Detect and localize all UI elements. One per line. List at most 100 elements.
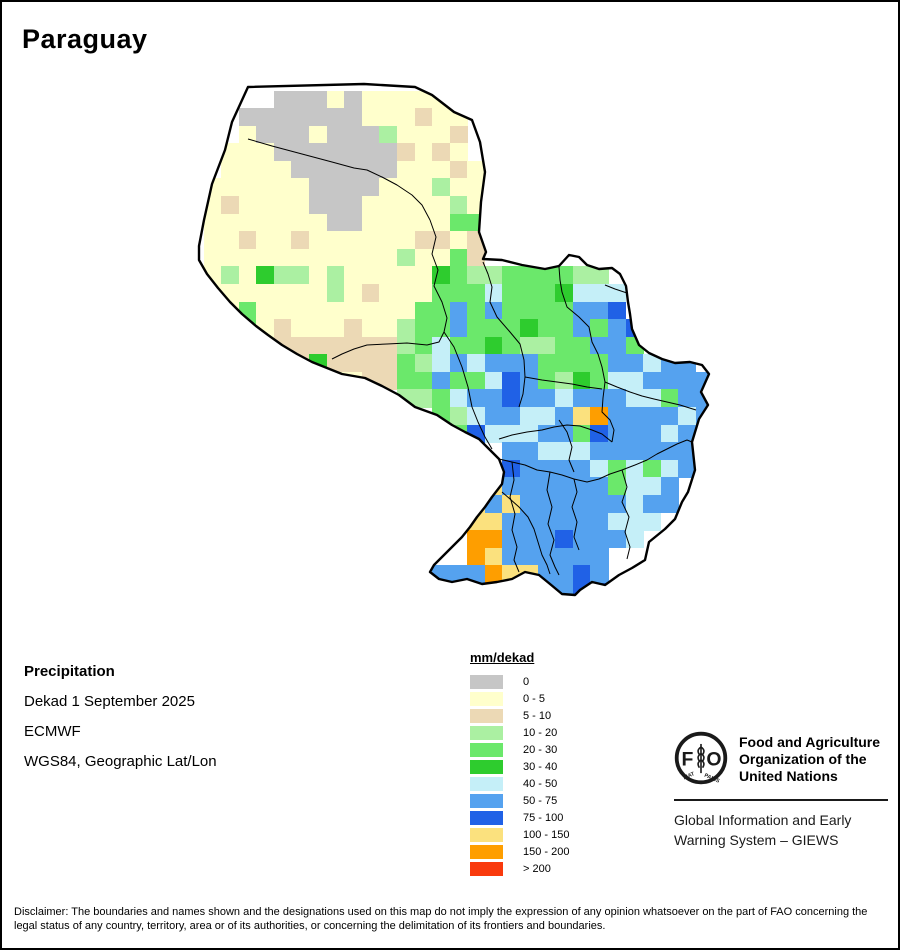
map-cell [625, 371, 644, 391]
map-cell [379, 371, 398, 391]
map-cell [590, 565, 609, 584]
map-cell [396, 213, 416, 232]
map-cell [590, 530, 609, 549]
map-cell [625, 512, 644, 531]
map-cell [238, 178, 257, 197]
map-cell [467, 319, 486, 338]
map-cell [273, 266, 293, 285]
legend-swatch [470, 674, 503, 689]
map-cell [607, 354, 627, 373]
map-cell [309, 196, 328, 215]
legend-row: > 200 [470, 860, 569, 877]
map-cell [361, 125, 380, 144]
map-cell [572, 459, 591, 478]
map-cell [449, 389, 468, 408]
fao-logo-fiat: FIAT [683, 771, 697, 781]
map-cell [309, 160, 328, 180]
map-cell [326, 160, 345, 180]
map-cell [449, 213, 468, 232]
map-cell [432, 266, 451, 285]
map-cell [221, 231, 240, 250]
map-cell [590, 354, 609, 373]
map-cell [449, 266, 468, 285]
legend-row: 50 - 75 [470, 792, 569, 809]
map-cell [537, 582, 556, 595]
map-cell [221, 213, 240, 232]
map-cell [396, 160, 416, 180]
map-cell [484, 512, 504, 531]
map-cell [238, 125, 257, 144]
map-cell [449, 336, 468, 355]
map-cell [643, 354, 662, 373]
map-cell [520, 494, 539, 514]
map-cell [344, 231, 363, 250]
map-cell [273, 213, 293, 232]
map-cell [396, 108, 416, 127]
map-cell [590, 477, 609, 496]
legend-label: > 200 [523, 862, 551, 875]
map-info-block: Precipitation Dekad 1 September 2025 ECM… [24, 657, 217, 777]
map-cell [361, 90, 380, 109]
map-cell [590, 442, 609, 461]
map-cell [484, 547, 504, 566]
map-cell [361, 301, 380, 320]
map-cell [291, 90, 310, 109]
map-cell [309, 178, 328, 197]
map-cell [625, 424, 644, 443]
legend-row: 150 - 200 [470, 843, 569, 860]
map-cell [396, 336, 416, 355]
map-cell [326, 90, 345, 109]
map-cell [572, 266, 591, 285]
map-cell [449, 354, 468, 373]
map-cell [203, 283, 222, 303]
legend-row: 30 - 40 [470, 758, 569, 775]
map-cell [361, 108, 380, 127]
map-cell [379, 319, 398, 338]
map-cell [607, 477, 627, 496]
map-cell [344, 90, 363, 109]
map-cell [607, 442, 627, 461]
map-cell [520, 530, 539, 549]
map-cell [555, 336, 574, 355]
map-cell [625, 477, 644, 496]
map-cell [291, 266, 310, 285]
map-cell [607, 371, 627, 391]
map-cell [432, 301, 451, 320]
map-cell [273, 125, 293, 144]
map-cell [396, 319, 416, 338]
map-cell [625, 336, 644, 355]
map-cell [273, 319, 293, 338]
map-cell [432, 283, 451, 303]
map-cell [291, 354, 310, 373]
map-cell [291, 336, 310, 355]
legend-label: 40 - 50 [523, 777, 558, 790]
map-cell [221, 178, 240, 197]
map-cell [484, 494, 504, 514]
map-cell [572, 389, 591, 408]
map-cell [625, 494, 644, 514]
map-cell [379, 178, 398, 197]
map-cell [203, 248, 222, 267]
map-cell [607, 319, 627, 338]
map-cell [309, 231, 328, 250]
map-cell [484, 354, 504, 373]
map-cell [537, 512, 556, 531]
map-cell [344, 143, 363, 162]
map-cell [344, 196, 363, 215]
map-cell [484, 530, 504, 549]
fao-name-line2: Organization of the [739, 751, 867, 767]
map-cell [449, 231, 468, 250]
map-cell [199, 283, 205, 303]
map-cell [660, 407, 679, 426]
map-cell [484, 424, 504, 443]
map-cell [361, 231, 380, 250]
disclaimer-text: Disclaimer: The boundaries and names sho… [14, 906, 868, 932]
map-cell [221, 283, 240, 303]
map-cell [273, 108, 293, 127]
map-cell [379, 160, 398, 180]
map-cell [643, 494, 662, 514]
map-cell [256, 319, 275, 338]
map-cell [537, 477, 556, 496]
map-cell [660, 459, 679, 478]
map-cell [572, 547, 591, 566]
